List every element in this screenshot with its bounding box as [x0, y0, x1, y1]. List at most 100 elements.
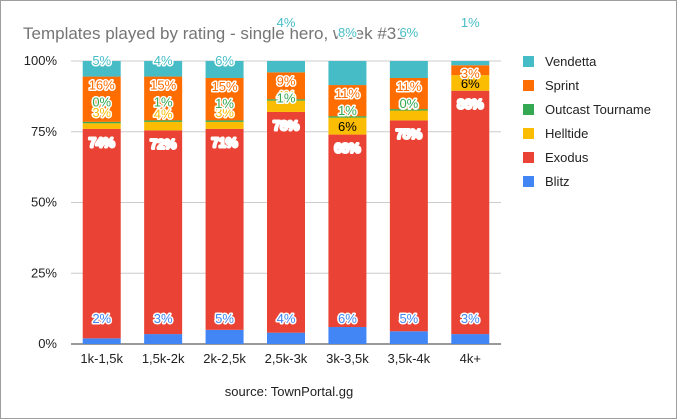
data-label-blitz: 5%: [215, 311, 234, 326]
bar-segment-helltide: [144, 121, 183, 131]
data-label-helltide: 6%: [338, 119, 357, 134]
data-label-exodus: 75%: [396, 126, 422, 141]
data-label-helltide: 4%: [154, 106, 173, 121]
data-label-exodus: 74%: [89, 135, 115, 150]
data-label-exodus: 71%: [212, 135, 238, 150]
data-label-helltide: 3%: [215, 105, 234, 120]
data-label-blitz: 2%: [92, 311, 111, 326]
bar-segment-helltide: [267, 100, 305, 112]
data-label-sprint: 3%: [461, 66, 480, 81]
x-axis-label: source: TownPortal.gg: [225, 384, 353, 399]
bar-segment-outcast-tourname: [328, 116, 367, 118]
bar-segment-vendetta: [144, 61, 183, 77]
bar-segment-outcast-tourname: [267, 99, 305, 101]
bar-segment-vendetta: [328, 61, 367, 86]
bar-segment-blitz: [144, 334, 183, 344]
bar-segment-sprint: [144, 76, 183, 121]
data-label-outcast-tourname: 1%: [338, 103, 357, 118]
bar-segment-helltide: [389, 110, 428, 121]
legend-item-label: Outcast Tourname: [545, 102, 651, 117]
data-label-vendetta: 8%: [338, 25, 357, 40]
data-label-helltide: 3%: [399, 96, 418, 111]
bar-segment-exodus: [451, 90, 490, 335]
legend-item-label: Exodus: [545, 150, 589, 165]
bar-segment-vendetta: [389, 61, 428, 78]
bar-segment-helltide: [328, 117, 367, 135]
bar-segment-sprint: [451, 65, 490, 76]
data-label-exodus: 72%: [150, 136, 176, 151]
data-label-helltide: 3%: [92, 105, 111, 120]
data-label-helltide: 4%: [277, 88, 296, 103]
x-tick-label: 4k+: [460, 351, 481, 366]
data-label-sprint: 11%: [396, 79, 421, 94]
bar-segment-blitz: [328, 327, 367, 344]
data-label-outcast-tourname: 1%: [277, 90, 296, 105]
y-tick-label: 100%: [24, 53, 58, 68]
data-label-vendetta: 4%: [277, 15, 296, 30]
bar-segment-sprint: [328, 85, 367, 117]
data-label-sprint: 9%: [277, 73, 296, 88]
data-label-blitz: 3%: [461, 311, 480, 326]
bar-segment-outcast-tourname: [205, 120, 244, 122]
data-label-vendetta: 5%: [92, 53, 111, 68]
x-axis-ticks: 1k-1,5k 1,5k-2k 2k-2,5k 2,5k-3k 3k-3,5k 3,5k-…: [80, 351, 481, 366]
x-tick-label: 2,5k-3k: [265, 351, 308, 366]
legend-swatch: [523, 104, 534, 115]
bar-segment-blitz: [82, 338, 121, 344]
bar-segment-blitz: [451, 334, 490, 344]
data-label-exodus: 78%: [273, 118, 299, 133]
bar-segment-vendetta: [451, 61, 490, 66]
bar-segment-sprint: [82, 76, 121, 122]
data-label-sprint: 16%: [89, 78, 115, 93]
data-label-blitz: 5%: [399, 311, 418, 326]
x-tick-label: 1k-1,5k: [80, 351, 123, 366]
bar-segment-exodus: [328, 134, 367, 328]
data-label-vendetta: 6%: [215, 53, 234, 68]
bar-segment-vendetta: [205, 61, 244, 78]
data-label-sprint: 11%: [335, 86, 360, 101]
bar-segment-sprint: [389, 77, 428, 110]
bar-segment-blitz: [267, 332, 305, 344]
legend-swatch: [523, 128, 534, 139]
data-label-blitz: 3%: [154, 311, 173, 326]
data-label-blitz: 6%: [338, 311, 357, 326]
bar-segment-exodus: [205, 128, 244, 330]
legend: Vendetta Sprint Outcast Tourname Helltide Ex…: [523, 54, 651, 189]
y-tick-label: 25%: [31, 265, 57, 280]
legend-swatch: [523, 176, 534, 187]
data-label-outcast-tourname: 0%: [92, 95, 111, 110]
bar-segment-helltide: [82, 123, 121, 129]
bar-segment-outcast-tourname: [82, 121, 121, 124]
data-label-sprint: 15%: [150, 78, 176, 93]
y-tick-label: 50%: [31, 195, 57, 210]
data-labels: 2%74%16%5%3%0%3%72%15%4%4%1%5%71%15%6%3%…: [87, 14, 485, 328]
data-label-helltide: 6%: [461, 76, 480, 91]
data-label-vendetta: 4%: [154, 53, 173, 68]
bar-segment-exodus: [82, 128, 121, 339]
bar-segment-exodus: [267, 111, 305, 333]
bar-segment-sprint: [267, 72, 305, 100]
bar-segment-exodus: [144, 130, 183, 335]
data-label-sprint: 15%: [212, 79, 238, 94]
chart-title: Templates played by rating - single hero…: [23, 24, 406, 43]
bar-segment-helltide: [451, 75, 490, 91]
data-label-outcast-tourname: 1%: [215, 96, 234, 111]
data-label-outcast-tourname: 0%: [399, 96, 418, 111]
x-tick-label: 1,5k-2k: [142, 351, 185, 366]
bar-segment-blitz: [205, 329, 244, 344]
legend-item-label: Blitz: [545, 174, 570, 189]
legend-swatch: [523, 152, 534, 163]
data-label-outcast-tourname: 1%: [154, 95, 173, 110]
x-tick-label: 3k-3,5k: [326, 351, 369, 366]
bar-segment-exodus: [389, 120, 428, 332]
x-tick-label: 3,5k-4k: [388, 351, 431, 366]
data-label-exodus: 86%: [457, 97, 483, 112]
bar-segment-outcast-tourname: [389, 109, 428, 111]
bar-segment-helltide: [205, 121, 244, 129]
bar-segment-blitz: [389, 331, 428, 344]
data-label-exodus: 68%: [334, 141, 360, 156]
legend-swatch: [523, 56, 534, 67]
legend-swatch: [523, 80, 534, 91]
